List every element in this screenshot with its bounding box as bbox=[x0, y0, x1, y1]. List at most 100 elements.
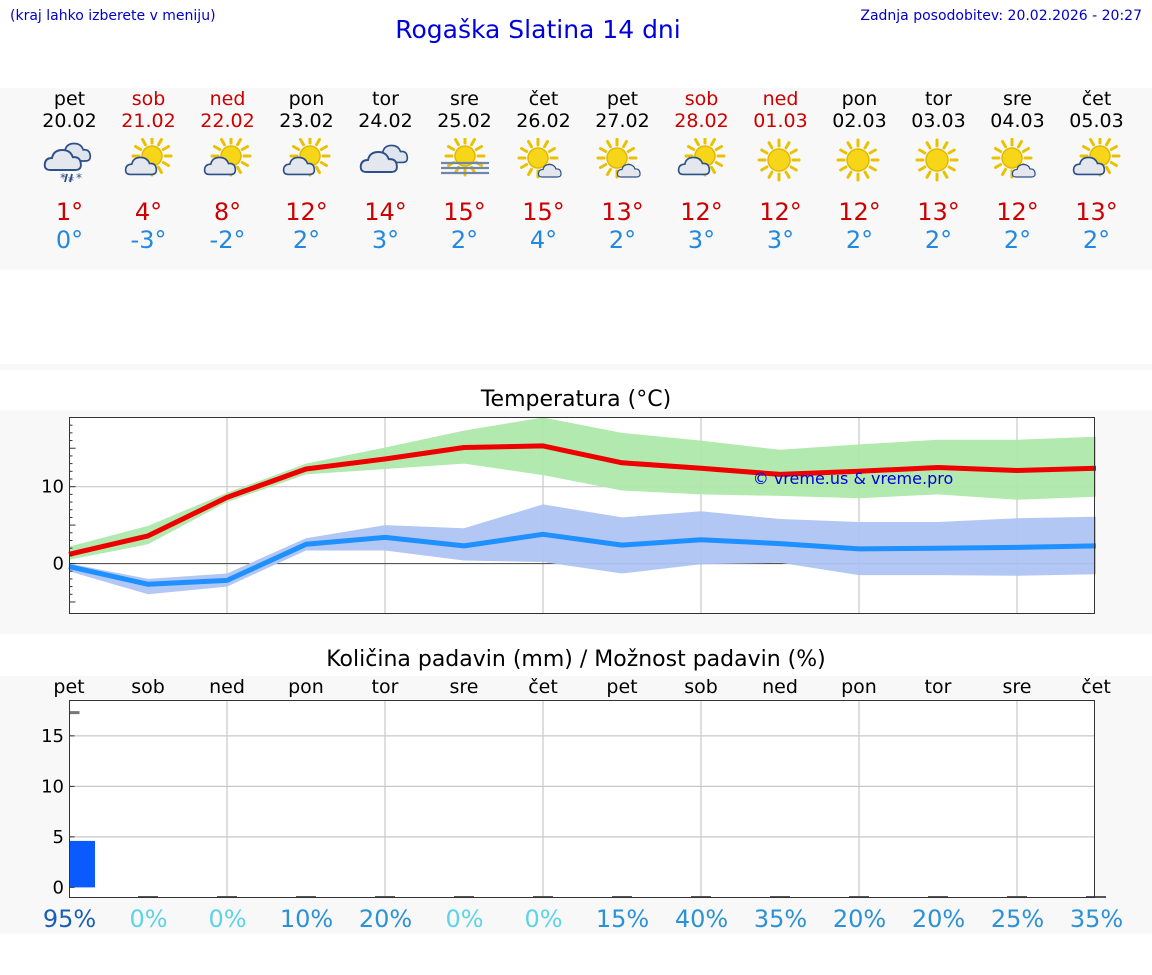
day-date: 28.02 bbox=[674, 110, 729, 132]
last-update: Zadnja posodobitev: 20.02.2026 - 20:27 bbox=[860, 8, 1142, 24]
sun-small-cloud-icon bbox=[978, 137, 1057, 186]
day-name: pon bbox=[841, 88, 878, 110]
precip-probability: 20% bbox=[832, 905, 887, 933]
max-temp: 1° bbox=[55, 198, 84, 226]
precip-probability: 0% bbox=[445, 905, 484, 933]
max-temp: 4° bbox=[134, 198, 163, 226]
precip-probability-row: 95% 0% 0% 10% 20% 0% 0% 15% 40% 35% 20% 20% 25% 35% bbox=[30, 905, 1136, 933]
min-temp: 2° bbox=[292, 226, 321, 254]
day-column: pon 23.02 12° 2° bbox=[267, 88, 346, 254]
max-temp: 14° bbox=[364, 198, 407, 226]
sun-icon bbox=[741, 138, 820, 186]
day-column: tor 24.02 14° 3° bbox=[346, 88, 425, 254]
day-date: 01.03 bbox=[753, 110, 808, 132]
precip-probability: 20% bbox=[358, 905, 413, 933]
max-temp: 13° bbox=[917, 198, 960, 226]
max-temp: 12° bbox=[996, 198, 1039, 226]
day-name: pet bbox=[53, 88, 86, 110]
precip-probability: 40% bbox=[674, 905, 729, 933]
day-date: 05.03 bbox=[1069, 110, 1124, 132]
max-temp: 12° bbox=[285, 198, 328, 226]
day-name: sob bbox=[684, 88, 719, 110]
day-date: 04.03 bbox=[990, 110, 1045, 132]
min-temp: 3° bbox=[687, 226, 716, 254]
sun-cloud-icon bbox=[1057, 135, 1136, 186]
day-column: čet 05.03 13° 2° bbox=[1057, 88, 1136, 254]
min-temp: 4° bbox=[529, 226, 558, 254]
sun-cloud-icon bbox=[109, 135, 188, 186]
day-name: tor bbox=[372, 88, 399, 110]
svg-text:*: * bbox=[60, 171, 66, 185]
day-name: pet bbox=[606, 88, 639, 110]
sun-cloud-icon bbox=[267, 135, 346, 186]
day-date: 21.02 bbox=[121, 110, 176, 132]
day-date: 02.03 bbox=[832, 110, 887, 132]
day-date: 25.02 bbox=[437, 110, 492, 132]
sun-fog-icon bbox=[425, 135, 504, 186]
min-temp: 2° bbox=[1082, 226, 1111, 254]
min-temp: 3° bbox=[371, 226, 400, 254]
max-temp: 12° bbox=[838, 198, 881, 226]
day-date: 22.02 bbox=[200, 110, 255, 132]
precip-band bbox=[0, 676, 1152, 934]
sun-cloud-icon bbox=[188, 135, 267, 186]
precip-probability: 95% bbox=[42, 905, 97, 933]
precip-probability: 20% bbox=[911, 905, 966, 933]
sun-small-cloud-icon bbox=[583, 137, 662, 186]
sun-small-cloud-icon bbox=[504, 137, 583, 186]
day-name: sob bbox=[131, 88, 166, 110]
sun-icon bbox=[820, 138, 899, 186]
day-date: 24.02 bbox=[358, 110, 413, 132]
max-temp: 13° bbox=[1075, 198, 1118, 226]
day-name: sre bbox=[1003, 88, 1032, 110]
min-temp: 3° bbox=[766, 226, 795, 254]
precip-probability: 35% bbox=[1069, 905, 1124, 933]
max-temp: 15° bbox=[443, 198, 486, 226]
location-menu-note[interactable]: (kraj lahko izberete v meniju) bbox=[10, 8, 216, 24]
cloud-icon bbox=[346, 138, 425, 186]
day-column: sre 25.02 15° 2° bbox=[425, 88, 504, 254]
day-column: pet 27.02 13° 2° bbox=[583, 88, 662, 254]
daily-forecast: pet20.02***1°0°sob21.024°-3°ned22.028°-2… bbox=[30, 88, 1136, 254]
forecast-band bbox=[0, 88, 1152, 270]
min-temp: 2° bbox=[450, 226, 479, 254]
min-temp: 2° bbox=[1003, 226, 1032, 254]
temp-chart-title: Temperatura (°C) bbox=[480, 387, 672, 412]
day-name: ned bbox=[762, 88, 799, 110]
day-column: ned 01.03 12° 3° bbox=[741, 88, 820, 254]
min-temp: 0° bbox=[55, 226, 84, 254]
precip-chart-title: Količina padavin (mm) / Možnost padavin … bbox=[326, 647, 826, 672]
day-column: čet 26.02 15° 4° bbox=[504, 88, 583, 254]
precip-probability: 15% bbox=[595, 905, 650, 933]
day-column: ned 22.02 8° -2° bbox=[188, 88, 267, 254]
temperature-band bbox=[0, 410, 1152, 634]
day-column: pon 02.03 12° 2° bbox=[820, 88, 899, 254]
day-name: čet bbox=[528, 88, 559, 110]
day-name: sre bbox=[450, 88, 479, 110]
day-date: 27.02 bbox=[595, 110, 650, 132]
precip-probability: 0% bbox=[524, 905, 563, 933]
max-temp: 13° bbox=[601, 198, 644, 226]
cloud-snow-icon: *** bbox=[30, 138, 109, 188]
precip-probability: 35% bbox=[753, 905, 808, 933]
day-date: 26.02 bbox=[516, 110, 571, 132]
max-temp: 8° bbox=[213, 198, 242, 226]
max-temp: 12° bbox=[680, 198, 723, 226]
precip-probability: 0% bbox=[208, 905, 247, 933]
day-name: tor bbox=[925, 88, 952, 110]
day-name: čet bbox=[1081, 88, 1112, 110]
sun-icon bbox=[899, 138, 978, 186]
precip-probability: 10% bbox=[279, 905, 334, 933]
precip-probability: 25% bbox=[990, 905, 1045, 933]
day-name: ned bbox=[209, 88, 246, 110]
svg-text:*: * bbox=[76, 171, 82, 185]
precip-probability: 0% bbox=[129, 905, 168, 933]
min-temp: 2° bbox=[608, 226, 637, 254]
page-title: Rogaška Slatina 14 dni bbox=[395, 15, 681, 44]
max-temp: 15° bbox=[522, 198, 565, 226]
day-column: tor 03.03 13° 2° bbox=[899, 88, 978, 254]
separator-band bbox=[0, 364, 1152, 370]
day-date: 20.02 bbox=[42, 110, 97, 132]
min-temp: -3° bbox=[130, 226, 167, 254]
